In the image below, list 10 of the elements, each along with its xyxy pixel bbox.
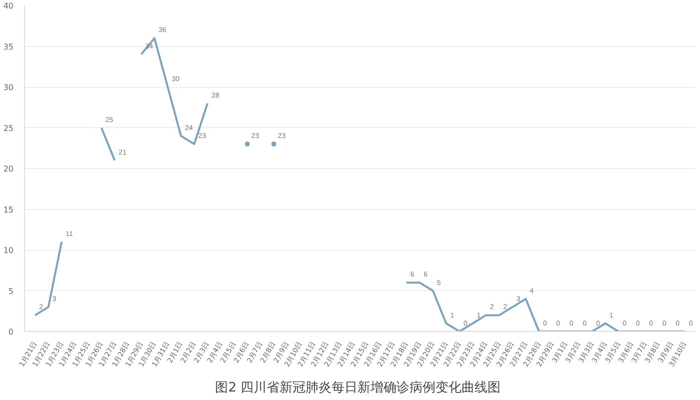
y-tick-label: 5 (8, 286, 14, 296)
y-tick-label: 20 (3, 164, 14, 174)
y-tick-label: 40 (3, 2, 14, 10)
y-tick-label: 30 (3, 83, 14, 92)
y-tick-label: 35 (3, 42, 14, 52)
y-tick-label: 25 (3, 124, 14, 133)
y-tick-label: 10 (3, 246, 14, 255)
text: 图2 四川省新冠肺炎每日新增确诊病例变化曲线图 (215, 380, 501, 396)
y-tick-label: 0 (8, 328, 14, 336)
y-tick-label: 15 (3, 205, 14, 214)
